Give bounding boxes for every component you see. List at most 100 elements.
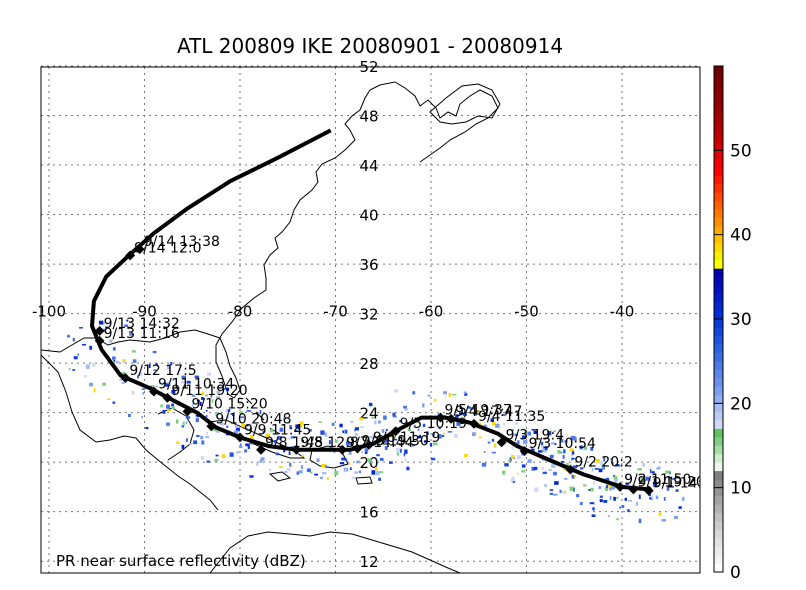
rain-pixel — [196, 399, 200, 402]
rain-pixel — [583, 446, 587, 450]
colorbar-swatch — [714, 99, 723, 109]
rain-pixel — [374, 467, 378, 471]
rain-pixel — [151, 385, 155, 388]
rain-pixel — [305, 443, 309, 447]
overpass-label: 9/4 17:47 — [455, 404, 522, 420]
rain-pixel — [624, 497, 627, 501]
colorbar-swatch — [714, 428, 723, 438]
colorbar-swatch — [714, 243, 723, 252]
rain-pixel — [206, 432, 208, 435]
rain-pixel — [531, 428, 535, 431]
rain-pixel — [249, 475, 254, 478]
rain-pixel — [68, 368, 71, 371]
rain-pixel — [417, 435, 422, 439]
rain-pixel — [201, 397, 204, 400]
rain-pixel — [259, 410, 262, 415]
rain-pixel — [381, 429, 385, 433]
rain-pixel — [354, 471, 359, 474]
rain-pixel — [235, 427, 240, 432]
rain-pixel — [213, 429, 218, 432]
rain-pixel — [356, 460, 360, 464]
colorbar-swatch — [714, 369, 723, 379]
rain-pixel — [651, 471, 655, 474]
overpass-label: 9/3 10:54 — [529, 436, 596, 452]
rain-pixel — [368, 402, 373, 407]
rain-pixel — [438, 434, 442, 439]
overpass-label: 9/2 20:2 — [574, 455, 632, 471]
rain-pixel — [483, 424, 487, 429]
rain-pixel — [354, 427, 359, 431]
rain-pixel — [153, 369, 157, 371]
colorbar-swatch — [714, 226, 723, 235]
lat-tick-label: 36 — [359, 256, 378, 274]
rain-pixel — [403, 453, 406, 457]
rain-pixel — [361, 451, 363, 454]
rain-pixel — [614, 478, 618, 483]
caption: PR near surface reflectivity (dBZ) — [56, 552, 306, 570]
coastline-north-america — [41, 81, 499, 399]
colorbar-swatch — [714, 293, 723, 303]
rain-pixel — [239, 443, 242, 446]
rain-pixel — [649, 469, 652, 474]
rain-pixel — [553, 493, 558, 496]
rain-pixel — [511, 454, 515, 459]
colorbar-swatch — [714, 116, 723, 126]
overpass-label: 9/3 19:4 — [506, 427, 565, 443]
rain-pixel — [602, 466, 604, 469]
rain-pixel — [442, 432, 446, 435]
track-marker — [235, 432, 245, 443]
overpass-label: 9/2 11:50 — [624, 472, 691, 488]
rain-pixel — [533, 466, 538, 470]
rain-pixel — [185, 421, 188, 425]
track-marker — [256, 444, 266, 455]
rain-pixel — [354, 433, 359, 436]
rain-pixel — [350, 420, 354, 423]
colorbar-tick-label: 30 — [730, 310, 752, 330]
rain-pixel — [422, 403, 425, 408]
rain-pixel — [513, 441, 518, 444]
rain-pixel — [182, 421, 185, 426]
rain-pixel — [595, 459, 600, 463]
rain-pixel — [469, 407, 475, 410]
rain-pixel — [429, 442, 433, 447]
overpass-label: 9/11 19:20 — [171, 383, 247, 399]
rain-pixel — [551, 464, 556, 468]
rain-pixel — [236, 451, 239, 454]
overpass-label: 9/1 14:9 — [653, 476, 711, 492]
rain-pixel — [277, 435, 282, 440]
rain-pixel — [491, 451, 496, 454]
rain-pixel — [661, 519, 666, 522]
coastline-south-america — [209, 531, 461, 573]
colorbar-swatch — [714, 555, 723, 564]
overpass-label: 9/5 19:37 — [445, 403, 512, 419]
rain-pixel — [279, 427, 284, 432]
rain-pixel — [299, 421, 304, 425]
rain-pixel — [121, 382, 125, 384]
rain-pixel — [334, 470, 339, 476]
rain-pixel — [579, 501, 583, 506]
colorbar-swatch — [714, 487, 723, 497]
lat-tick-label: 40 — [359, 207, 378, 225]
rain-pixel — [514, 422, 518, 425]
rain-pixel — [375, 471, 380, 476]
rain-pixel — [186, 438, 188, 442]
rain-pixel — [342, 430, 344, 433]
rain-pixel — [434, 398, 437, 402]
rain-pixel — [124, 324, 128, 327]
colorbar-swatch — [714, 310, 723, 320]
rain-pixel — [259, 459, 263, 463]
rain-pixel — [559, 451, 563, 454]
track-marker — [519, 446, 530, 456]
rain-pixel — [605, 477, 610, 481]
overpass-label: 9/11 10:34 — [158, 377, 234, 393]
colorbar-tick-label: 40 — [730, 226, 752, 246]
rain-pixel — [334, 439, 338, 443]
overpass-label: 9/14 13:38 — [144, 234, 220, 250]
rain-pixel — [348, 451, 352, 455]
rain-pixel — [590, 487, 594, 492]
colorbar-swatch — [714, 420, 723, 429]
rain-pixel — [608, 515, 611, 517]
rain-pixel — [426, 431, 429, 435]
rain-pixel — [576, 494, 580, 498]
